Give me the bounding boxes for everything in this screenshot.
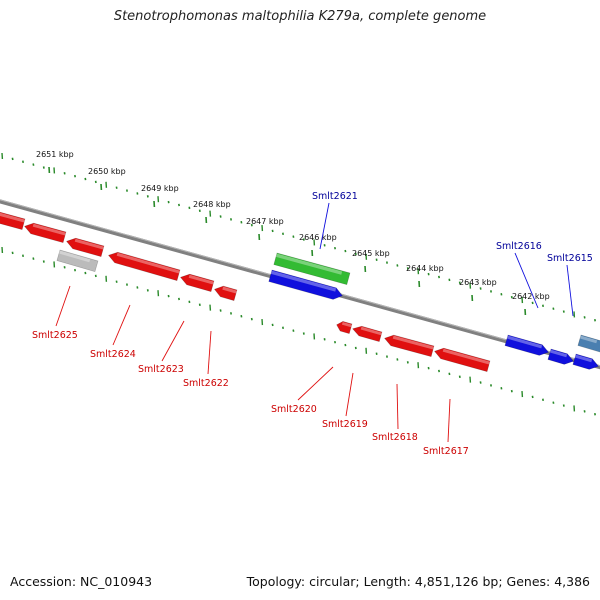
gene-label-smlt2621[interactable]: Smlt2621 [312,191,358,202]
feature-plus-body [504,334,549,356]
gene-label-smlt2624[interactable]: Smlt2624 [90,349,136,360]
feature-plus[interactable] [547,348,575,367]
feature-minus[interactable] [107,250,181,281]
feature-gray-body [56,249,99,272]
feature-gray-shine [58,250,91,263]
feature-minus[interactable] [383,333,435,357]
gene-callout-line [112,304,131,346]
gene-callout-line [566,264,574,317]
feature-minus-shine [188,274,214,285]
gene-callout-line [55,285,71,327]
ruler-tick-label: 2647 kbp [246,217,284,226]
feature-plus[interactable] [268,269,344,302]
feature-plus-shine [574,354,593,363]
gene-label-smlt2616[interactable]: Smlt2616 [496,241,542,252]
ruler-tick-label: 2649 kbp [141,184,179,193]
feature-gray[interactable] [56,249,99,272]
gene-callout-line [161,320,185,362]
feature-minus-shine [32,223,66,236]
accession-text: Accession: NC_010943 [10,574,153,589]
gene-callout-line [514,252,539,309]
ruler-tick-label: 2646 kbp [299,233,337,242]
feature-minus[interactable] [23,221,67,243]
gene-label-smlt2623[interactable]: Smlt2623 [138,364,184,375]
gene-label-smlt2625[interactable]: Smlt2625 [32,330,78,341]
ruler-labels: 2651 kbp 2650 kbp 2649 kbp 2648 kbp 2647 kbp… [36,150,550,316]
gene-callouts: Smlt2621 Smlt2616 Smlt2615 Smlt2625 Smlt2624… [32,191,593,457]
feature-steel-shine [579,335,598,344]
feature-minus-body [384,334,435,357]
feature-plus[interactable] [504,334,550,358]
gene-label-smlt2615[interactable]: Smlt2615 [547,253,593,264]
gene-label-smlt2619[interactable]: Smlt2619 [322,419,368,430]
feature-plus-shine [549,349,568,358]
feature-minus-shine [341,321,352,328]
feature-minus-shine [116,252,180,274]
ruler-tick-label: 2651 kbp [36,150,74,159]
feature-plus-shine [270,270,337,292]
feature-minus[interactable] [433,346,491,372]
gene-callout-line [345,372,354,417]
feature-minus-body [0,211,26,230]
feature-rna-green-body [273,252,351,285]
ruler-inner-ticks [1,246,596,416]
gene-callout-line [396,383,399,430]
feature-rna-green-shine [275,253,343,275]
gene-label-smlt2617[interactable]: Smlt2617 [423,446,469,457]
gene-label-smlt2620[interactable]: Smlt2620 [271,404,317,415]
feature-minus-body [434,347,491,372]
feature-plus-body [572,353,599,370]
gene-features [0,210,600,372]
feature-minus[interactable] [335,320,353,334]
ruler-tick-label: 2645 kbp [352,249,390,258]
feature-minus-body [352,325,383,342]
feature-steel[interactable] [577,334,600,353]
feature-minus-body [213,285,238,301]
ruler-tick-label: 2644 kbp [406,264,444,273]
feature-minus-shine [392,335,434,350]
feature-minus-shine [442,348,490,365]
feature-minus[interactable] [65,236,105,257]
feature-minus-shine [0,212,25,223]
feature-minus[interactable] [0,210,26,230]
ruler-tick-label: 2643 kbp [459,278,497,287]
feature-minus[interactable] [213,284,238,301]
gene-label-smlt2618[interactable]: Smlt2618 [372,432,418,443]
feature-plus[interactable] [572,353,600,372]
feature-steel-body [577,334,600,353]
ruler-tick-label: 2642 kbp [512,292,550,301]
feature-minus-shine [222,286,237,294]
feature-minus[interactable] [179,272,215,292]
feature-minus-body [24,222,67,243]
gene-callout-line [319,202,330,250]
feature-minus-body [336,321,353,334]
ruler-outer-ticks [1,152,596,322]
feature-rna-green[interactable] [273,252,351,285]
feature-minus-shine [360,326,382,336]
page-title: Stenotrophomonas maltophilia K279a, comp… [113,9,487,24]
gene-callout-line [447,398,451,443]
feature-minus-body [107,251,181,281]
ruler-tick-label: 2648 kbp [193,200,231,209]
feature-minus-shine [74,238,104,250]
feature-minus[interactable] [351,324,383,342]
genome-summary: Topology: circular; Length: 4,851,126 bp… [246,574,590,589]
feature-plus-shine [506,335,543,349]
gene-callout-line [207,330,212,375]
gene-callout-line [297,366,334,401]
feature-minus-body [66,237,105,257]
ruler-tick-label: 2650 kbp [88,167,126,176]
feature-plus-body [547,348,574,365]
feature-plus-body [268,269,343,300]
feature-minus-body [180,273,215,292]
gene-label-smlt2622[interactable]: Smlt2622 [183,378,229,389]
